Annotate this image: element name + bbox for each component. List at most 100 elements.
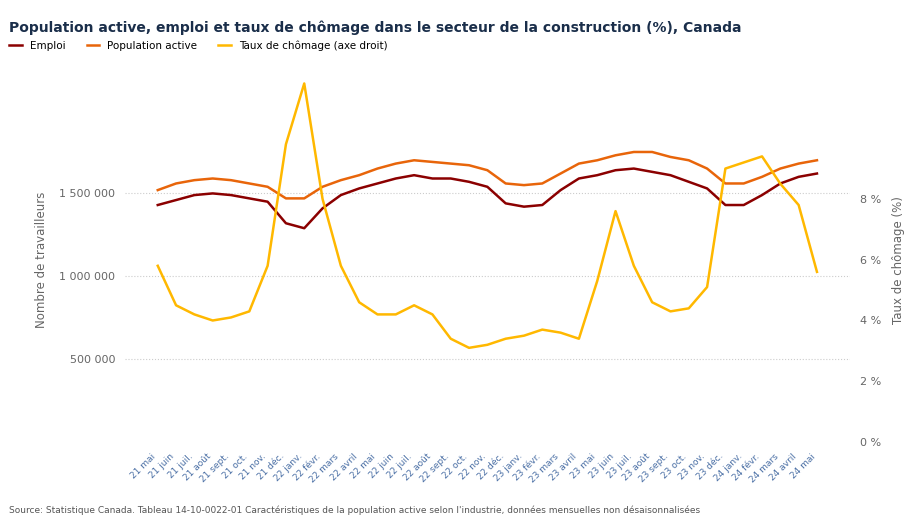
Taux de chômage (axe droit)	[482, 342, 493, 348]
Population active	[701, 165, 712, 172]
Emploi	[207, 190, 218, 197]
Taux de chômage (axe droit)	[755, 153, 766, 160]
Emploi	[225, 192, 236, 198]
Population active	[408, 157, 419, 163]
Population active	[554, 171, 565, 177]
Emploi	[737, 202, 748, 208]
Taux de chômage (axe droit)	[536, 327, 547, 333]
Population active	[500, 180, 511, 187]
Text: Population active, emploi et taux de chômage dans le secteur de la construction : Population active, emploi et taux de chô…	[9, 21, 741, 35]
Population active	[609, 152, 620, 159]
Population active	[225, 177, 236, 183]
Taux de chômage (axe droit)	[262, 263, 273, 269]
Taux de chômage (axe droit)	[518, 333, 529, 339]
Population active	[317, 184, 328, 190]
Emploi	[518, 203, 529, 210]
Population active	[755, 174, 766, 180]
Population active	[811, 157, 822, 163]
Emploi	[554, 187, 565, 193]
Population active	[774, 165, 785, 172]
Population active	[719, 180, 730, 187]
Emploi	[299, 225, 310, 231]
Legend: Emploi, Population active, Taux de chômage (axe droit): Emploi, Population active, Taux de chôma…	[6, 36, 391, 55]
Taux de chômage (axe droit)	[426, 311, 437, 318]
Taux de chômage (axe droit)	[225, 314, 236, 320]
Emploi	[335, 192, 346, 198]
Taux de chômage (axe droit)	[664, 308, 675, 315]
Taux de chômage (axe droit)	[335, 263, 346, 269]
Population active	[792, 161, 803, 167]
Emploi	[628, 165, 639, 172]
Population active	[683, 157, 694, 163]
Taux de chômage (axe droit)	[390, 311, 401, 318]
Taux de chômage (axe droit)	[170, 302, 181, 308]
Emploi	[152, 202, 163, 208]
Emploi	[591, 172, 602, 178]
Taux de chômage (axe droit)	[244, 308, 255, 315]
Population active	[482, 167, 493, 173]
Line: Emploi: Emploi	[157, 168, 816, 228]
Emploi	[408, 172, 419, 178]
Taux de chômage (axe droit)	[701, 284, 712, 290]
Emploi	[463, 179, 474, 185]
Emploi	[426, 175, 437, 181]
Taux de chômage (axe droit)	[371, 311, 382, 318]
Emploi	[317, 205, 328, 212]
Population active	[170, 180, 181, 187]
Population active	[335, 177, 346, 183]
Emploi	[482, 184, 493, 190]
Emploi	[353, 185, 364, 191]
Taux de chômage (axe droit)	[408, 302, 419, 308]
Emploi	[262, 199, 273, 205]
Population active	[664, 154, 675, 160]
Y-axis label: Nombre de travailleurs: Nombre de travailleurs	[35, 191, 48, 328]
Taux de chômage (axe droit)	[554, 330, 565, 336]
Taux de chômage (axe droit)	[317, 196, 328, 202]
Taux de chômage (axe droit)	[445, 335, 456, 342]
Emploi	[811, 171, 822, 177]
Population active	[262, 184, 273, 190]
Taux de chômage (axe droit)	[774, 180, 785, 187]
Population active	[280, 196, 291, 202]
Emploi	[500, 200, 511, 206]
Emploi	[792, 174, 803, 180]
Taux de chômage (axe droit)	[792, 202, 803, 208]
Population active	[628, 149, 639, 155]
Population active	[207, 175, 218, 181]
Taux de chômage (axe droit)	[463, 345, 474, 351]
Emploi	[244, 196, 255, 202]
Taux de chômage (axe droit)	[353, 299, 364, 305]
Line: Population active: Population active	[157, 152, 816, 199]
Population active	[573, 161, 584, 167]
Taux de chômage (axe droit)	[188, 311, 199, 318]
Emploi	[646, 169, 657, 175]
Population active	[353, 172, 364, 178]
Emploi	[390, 175, 401, 181]
Taux de chômage (axe droit)	[628, 263, 639, 269]
Emploi	[573, 175, 584, 181]
Taux de chômage (axe droit)	[719, 165, 730, 172]
Emploi	[188, 192, 199, 198]
Taux de chômage (axe droit)	[299, 81, 310, 87]
Emploi	[664, 172, 675, 178]
Taux de chômage (axe droit)	[683, 305, 694, 311]
Population active	[244, 180, 255, 187]
Text: Source: Statistique Canada. Tableau 14-10-0022-01 Caractéristiques de la populat: Source: Statistique Canada. Tableau 14-1…	[9, 505, 699, 515]
Population active	[737, 180, 748, 187]
Taux de chômage (axe droit)	[609, 208, 620, 214]
Population active	[188, 177, 199, 183]
Population active	[536, 180, 547, 187]
Taux de chômage (axe droit)	[591, 278, 602, 284]
Population active	[646, 149, 657, 155]
Population active	[518, 182, 529, 188]
Emploi	[280, 220, 291, 226]
Population active	[152, 187, 163, 193]
Population active	[463, 162, 474, 168]
Emploi	[719, 202, 730, 208]
Taux de chômage (axe droit)	[737, 159, 748, 165]
Population active	[299, 196, 310, 202]
Y-axis label: Taux de chômage (%): Taux de chômage (%)	[891, 196, 904, 323]
Taux de chômage (axe droit)	[573, 335, 584, 342]
Line: Taux de chômage (axe droit): Taux de chômage (axe droit)	[157, 84, 816, 348]
Emploi	[701, 185, 712, 191]
